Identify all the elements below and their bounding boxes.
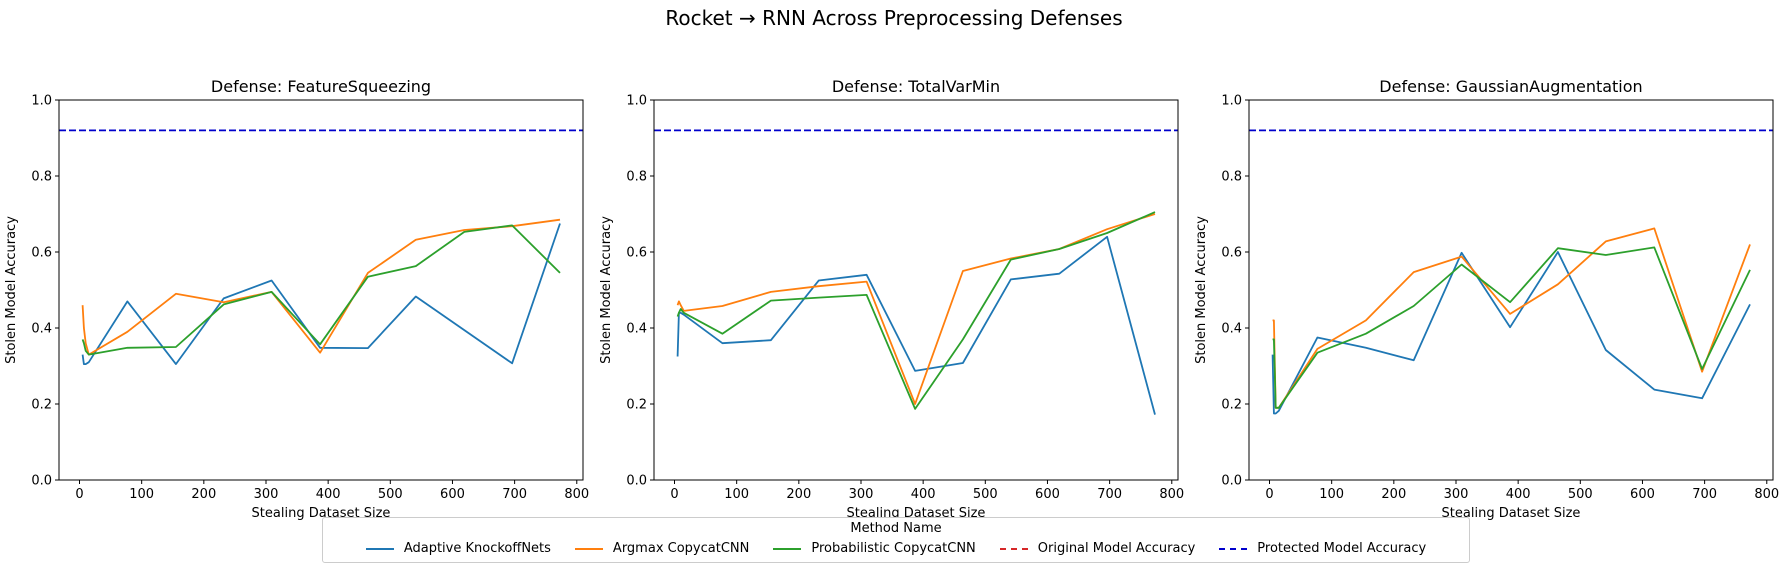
legend-label: Argmax CopycatCNN	[612, 541, 750, 556]
figure-title: Rocket → RNN Across Preprocessing Defens…	[665, 6, 1122, 30]
legend-item-adaptive-knockoffnets: Adaptive KnockoffNets	[365, 541, 551, 556]
x-tick-label: 600	[1035, 487, 1060, 502]
x-tick-label: 300	[1444, 487, 1469, 502]
x-tick-label: 100	[1319, 487, 1344, 502]
y-tick-label: 0.6	[626, 246, 647, 261]
subplot-1: Defense: FeatureSqueezing 0 100 200 300 400 50…	[4, 77, 589, 521]
y-tick-label: 0.2	[626, 398, 647, 413]
legend-title: Method Name	[850, 521, 942, 536]
y-tick-label: 1.0	[1221, 94, 1242, 109]
x-tick-label: 400	[316, 487, 341, 502]
x-tick-label: 700	[1692, 487, 1717, 502]
x-tick-label: 400	[911, 487, 936, 502]
y-tick-label: 0.4	[1221, 322, 1242, 337]
y-tick-label: 0.4	[31, 322, 52, 337]
x-tick-label: 800	[1159, 487, 1184, 502]
subplot-2: Defense: TotalVarMin 0 100 200 300 400 500 600 7…	[599, 77, 1184, 521]
y-tick-label: 0.0	[626, 474, 647, 489]
y-tick-label: 0.6	[31, 246, 52, 261]
axes-frame	[1248, 99, 1774, 481]
series-line-argmax-copycatcnn	[81, 218, 561, 356]
legend-label: Probabilistic CopycatCNN	[811, 541, 976, 556]
x-tick-label: 200	[1381, 487, 1406, 502]
legend-items: Adaptive KnockoffNets Argmax CopycatCNN …	[323, 541, 1469, 556]
legend-swatch	[574, 547, 603, 550]
x-tick-label: 0	[75, 487, 83, 502]
x-tick-label: 400	[1506, 487, 1531, 502]
y-tick-label: 0.6	[1221, 246, 1242, 261]
y-tick-label: 0.2	[1221, 398, 1242, 413]
x-tick-label: 100	[129, 487, 154, 502]
y-tick-label: 0.8	[31, 170, 52, 185]
x-tick-label: 100	[724, 487, 749, 502]
legend-swatch	[1219, 547, 1248, 550]
x-tick-label: 800	[564, 487, 589, 502]
x-tick-label: 500	[378, 487, 403, 502]
plot-area	[59, 129, 583, 366]
legend-label: Adaptive KnockoffNets	[403, 541, 551, 556]
x-tick-label: 700	[502, 487, 527, 502]
legend-label: Protected Model Accuracy	[1257, 541, 1427, 556]
legend-label: Original Model Accuracy	[1037, 541, 1196, 556]
x-tick-label: 500	[1568, 487, 1593, 502]
y-tick-label: 0.4	[626, 322, 647, 337]
x-tick-label: 700	[1097, 487, 1122, 502]
series-line-probabilistic-copycatcnn	[1272, 246, 1751, 409]
x-axis-label: Stealing Dataset Size	[1442, 506, 1581, 521]
legend-swatch	[999, 547, 1028, 550]
legend-item-argmax-copycatcnn: Argmax CopycatCNN	[574, 541, 750, 556]
x-tick-label: 300	[254, 487, 279, 502]
x-tick-label: 200	[786, 487, 811, 502]
x-tick-label: 0	[1265, 487, 1273, 502]
y-tick-label: 1.0	[31, 94, 52, 109]
legend-swatch	[365, 547, 394, 550]
y-axis-label: Stolen Model Accuracy	[4, 216, 19, 364]
axes-frame	[653, 99, 1179, 481]
legend: Method Name Adaptive KnockoffNets Argmax…	[322, 517, 1470, 563]
x-tick-label: 600	[440, 487, 465, 502]
series-line-argmax-copycatcnn	[1272, 227, 1751, 409]
subplot-title: Defense: GaussianAugmentation	[1379, 77, 1642, 96]
legend-item-probabilistic-copycatcnn: Probabilistic CopycatCNN	[773, 541, 976, 556]
y-tick-label: 0.8	[1221, 170, 1242, 185]
series-line-argmax-copycatcnn	[676, 213, 1156, 405]
legend-item-protected-model-accuracy: Protected Model Accuracy	[1219, 541, 1426, 556]
series-line-adaptive-knockoffnets	[81, 223, 561, 366]
subplot-title: Defense: TotalVarMin	[832, 77, 1000, 96]
legend-item-original-model-accuracy: Original Model Accuracy	[999, 541, 1196, 556]
axes-frame	[58, 99, 584, 481]
y-axis-label: Stolen Model Accuracy	[1194, 216, 1209, 364]
plot-area	[654, 129, 1178, 415]
x-tick-label: 500	[973, 487, 998, 502]
x-tick-label: 0	[670, 487, 678, 502]
y-axis-label: Stolen Model Accuracy	[599, 216, 614, 364]
x-tick-label: 800	[1754, 487, 1779, 502]
series-line-adaptive-knockoffnets	[676, 235, 1156, 415]
subplot-title: Defense: FeatureSqueezing	[211, 77, 431, 96]
x-tick-label: 300	[849, 487, 874, 502]
legend-swatch	[773, 547, 802, 550]
x-tick-label: 600	[1630, 487, 1655, 502]
series-line-probabilistic-copycatcnn	[676, 211, 1156, 410]
y-tick-label: 0.8	[626, 170, 647, 185]
y-tick-label: 1.0	[626, 94, 647, 109]
x-tick-label: 200	[191, 487, 216, 502]
y-tick-label: 0.0	[31, 474, 52, 489]
plot-area	[1249, 129, 1773, 415]
y-tick-label: 0.2	[31, 398, 52, 413]
series-line-probabilistic-copycatcnn	[81, 224, 561, 356]
series-line-adaptive-knockoffnets	[1271, 251, 1751, 415]
y-tick-label: 0.0	[1221, 474, 1242, 489]
subplot-3: Defense: GaussianAugmentation 0 100 200 300 4…	[1194, 77, 1779, 521]
